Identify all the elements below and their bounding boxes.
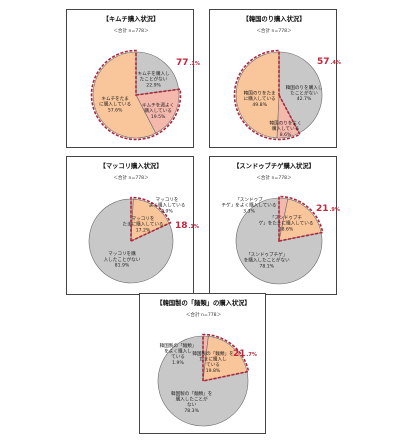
korean-nori-pie-svg: 【韓国のり購入状況】 ＜合計 n=778＞ 韓国のりを購入したことがない 42.7% 韓… (233, 14, 341, 141)
sundubu-pie-svg: 【スンドゥブチゲ購入状況】 ＜合計 n=778＞ 「スンドゥブチゲ」をよく購入してい… (222, 161, 340, 285)
highlight-outline (90, 49, 182, 141)
slice-label-1: 韓国のりを購入したことがない 42.7% (286, 84, 323, 102)
slice-value-3: 49.8% (252, 102, 267, 108)
slice-value-2: 18.6% (279, 226, 294, 232)
chart-panel-makgeolli: 【マッコリ購入状況】 ＜合計 n=778＞ マッコリをよく購入している 0.9% マッコ… (66, 156, 199, 295)
slice-label-3: 韓国のりをたまに購入している 49.8% (244, 90, 276, 108)
slice-label-1: キムチを購入したことがない 22.9% (137, 70, 170, 88)
chart-title: 【韓国製の「麺類」の購入状況】 (156, 298, 250, 307)
slice-label-1: 「スンドゥブチゲ」をよく購入している 3.3% (222, 196, 277, 214)
chart-panel-noodles: 【韓国製の「麺類」の購入状況】 ＜合計 n=778＞ 韓国製の「麺類」をよく購入して… (139, 293, 266, 434)
highlight-outline (278, 195, 324, 242)
slice-value-3: 78.3% (184, 408, 199, 414)
slice-label-2: 「スンドゥブチゲ」をたまに購入している 18.6% (259, 214, 314, 232)
slice-label-3: キムチをたまに購入している 57.6% (99, 95, 131, 113)
slice-value-1: 1.9% (172, 360, 184, 366)
chart-subtitle: ＜合計 n=778＞ (113, 27, 149, 34)
pie-slice-2 (202, 335, 248, 382)
slice-value-2: 19.5% (151, 114, 166, 120)
slice-value-1: 3.3% (243, 208, 255, 214)
slice-label-3: 「スンドゥブチゲ」を購入したことがない 78.1% (244, 251, 290, 269)
slice-label-2: キムチを週よく購入している 19.5% (142, 102, 174, 120)
highlight-percent: 57.4% (317, 57, 341, 67)
chart-subtitle: ＜合計 n=778＞ (256, 27, 292, 34)
pie-slice-2 (135, 89, 180, 134)
slice-label-2: マッコリをたまに購入している 17.2% (122, 215, 163, 233)
chart-subtitle: ＜合計 n=778＞ (256, 174, 292, 181)
slice-value-1: 42.7% (297, 96, 312, 102)
chart-panel-kimchi: 【キムチ購入状況】 ＜合計 n=778＞ キムチを購入したことがない 22.9% キムチ… (66, 9, 200, 148)
slice-label-3: 韓国製の「麺類」を購入したことがない 78.3% (171, 390, 213, 414)
makgeolli-pie-svg: 【マッコリ購入状況】＜合計 n=778＞マッコリをよく購入している 0.9%マッコ… (88, 161, 199, 284)
chart-panel-sundubu: 【スンドゥブチゲ購入状況】 ＜合計 n=778＞ 「スンドゥブチゲ」をよく購入してい… (209, 156, 340, 295)
highlight-percent: 21.9% (316, 204, 340, 214)
slice-label-1: マッコリをよく購入している 0.9% (149, 196, 186, 214)
chart-title: 【キムチ購入状況】 (103, 14, 160, 23)
slice-label-2: 韓国製の「麺類」をたまに購入している 19.8% (192, 350, 234, 374)
slice-label-3: マッコリを購入したことがない 81.9% (104, 250, 141, 268)
slice-value-1: 22.9% (146, 82, 161, 88)
highlight-outline (233, 49, 301, 141)
slice-value-2: 8.6% (280, 132, 292, 138)
pie-slice-1 (278, 51, 323, 134)
slice-value-3: 81.9% (115, 263, 130, 269)
pie-slice-1 (135, 51, 179, 96)
highlight-percent: 77.1% (176, 58, 200, 68)
slice-value-3: 78.1% (259, 263, 274, 269)
slice-label-2: 韓国のりをよく購入している 8.6% (270, 119, 302, 137)
slice-value-2: 19.8% (206, 368, 221, 374)
slice-value-3: 57.6% (108, 107, 123, 113)
chart-title: 【スンドゥブチゲ購入状況】 (233, 161, 315, 170)
noodles-pie-svg: 【韓国製の「麺類」の購入状況】 ＜合計 n=778＞ 韓国製の「麺類」をよく購入して… (156, 298, 257, 427)
highlight-percent: 21.7% (233, 349, 257, 359)
kimchi-pie-svg: 【キムチ購入状況】 ＜合計 n=778＞ キムチを購入したことがない 22.9% キムチ… (90, 14, 200, 141)
chart-title: 【マッコリ購入状況】 (100, 161, 163, 170)
chart-subtitle: ＜合計 n=778＞ (186, 311, 222, 318)
chart-subtitle: ＜合計 n=778＞ (113, 174, 149, 181)
slice-label-1: 韓国製の「麺類」をよく購入している 1.9% (160, 342, 197, 366)
slice-value-1: 0.9% (161, 208, 173, 214)
chart-panel-korean-nori: 【韓国のり購入状況】 ＜合計 n=778＞ 韓国のりを購入したことがない 42.7% 韓… (209, 9, 341, 148)
pie-slice-3 (92, 51, 157, 139)
highlight-outline (202, 333, 250, 382)
highlight-percent: 18.1% (175, 221, 199, 231)
pie-slice-3 (235, 51, 280, 139)
slice-value-2: 17.2% (136, 227, 151, 233)
pie-slice-2 (278, 198, 322, 242)
pie-slice-2 (130, 198, 170, 242)
chart-title: 【韓国のり購入状況】 (243, 14, 306, 23)
